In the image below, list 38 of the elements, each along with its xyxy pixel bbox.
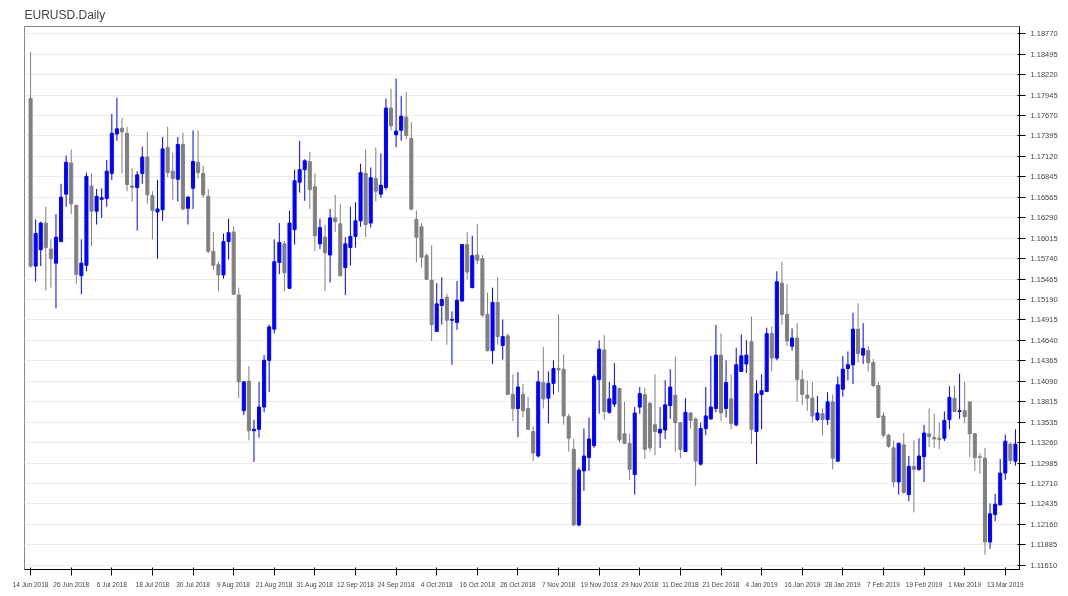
chart-title: EURUSD.Daily (24, 7, 106, 22)
candlestick (196, 129, 201, 180)
candlestick (500, 319, 505, 361)
candlestick (119, 117, 124, 174)
candlestick (201, 165, 206, 199)
candlestick (333, 194, 338, 233)
candlestick (48, 238, 53, 289)
candlestick (394, 77, 399, 148)
candlestick (566, 413, 571, 453)
candlestick (790, 327, 795, 352)
candlestick (861, 322, 866, 365)
candlestick (957, 373, 962, 420)
candlestick (444, 293, 449, 346)
candlestick (637, 386, 642, 415)
candlestick (825, 391, 830, 426)
candlestick (373, 146, 378, 203)
candlestick (404, 91, 409, 140)
candlestick (932, 413, 937, 449)
candlestick (927, 408, 932, 448)
candlestick (820, 408, 825, 436)
candlestick (1013, 428, 1018, 467)
candlestick (658, 406, 663, 449)
candlestick (541, 346, 546, 410)
candlestick (952, 385, 957, 413)
candlestick (531, 425, 536, 462)
candlestick (652, 373, 658, 456)
candlestick (947, 385, 952, 430)
candlestick (323, 224, 328, 292)
candlestick (185, 195, 190, 226)
candlestick (515, 371, 520, 438)
candlestick (815, 395, 820, 422)
candlestick (130, 167, 135, 203)
candlestick (942, 411, 947, 442)
candlestick (140, 146, 145, 185)
candlestick (389, 88, 394, 131)
candlestick (911, 439, 916, 513)
candlestick (135, 170, 140, 231)
candlestick (317, 218, 322, 250)
